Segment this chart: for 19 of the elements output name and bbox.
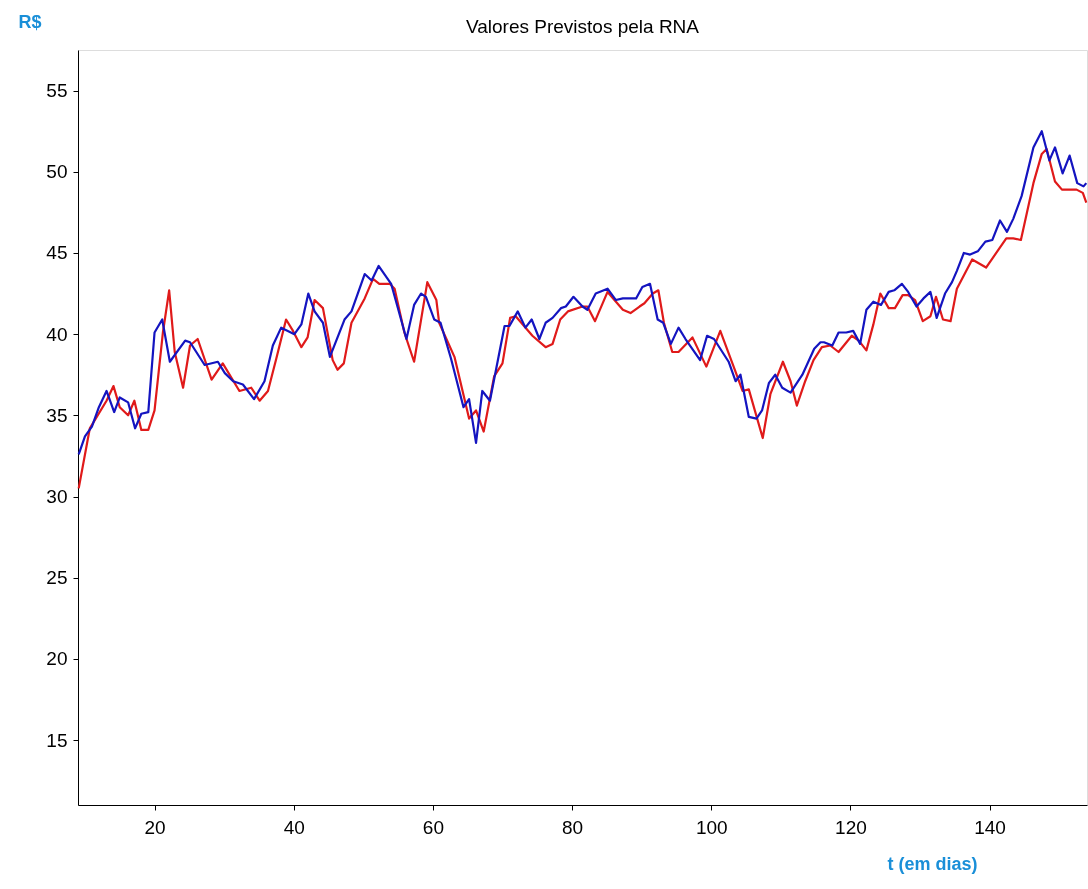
chart-title: Valores Previstos pela RNA: [465, 16, 700, 37]
y-tick-label: 25: [46, 567, 68, 589]
x-axis-title: t (em dias): [887, 853, 978, 874]
y-tick-label: 40: [46, 323, 68, 345]
x-tick-label: 20: [144, 816, 166, 838]
y-tick-label: 20: [46, 648, 68, 670]
y-tick-label: 55: [46, 80, 68, 102]
y-tick-label: 35: [46, 404, 68, 426]
x-tick-label: 60: [422, 816, 444, 838]
y-tick-label: 50: [46, 161, 68, 183]
y-axis-title: R$: [18, 11, 42, 32]
y-tick-label: 15: [46, 729, 68, 751]
x-tick-label: 40: [283, 816, 305, 838]
x-tick-label: 80: [561, 816, 584, 838]
x-tick-label: 120: [835, 816, 867, 838]
y-tick-label: 30: [46, 486, 68, 508]
y-tick-label: 45: [46, 242, 68, 264]
x-tick-label: 100: [695, 816, 728, 838]
x-tick-label: 140: [974, 816, 1006, 838]
